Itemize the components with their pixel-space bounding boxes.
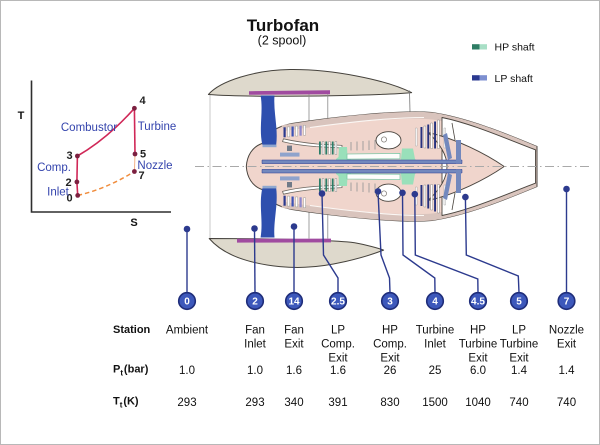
svg-text:Exit: Exit <box>468 353 488 365</box>
svg-text:Turbine: Turbine <box>416 325 455 337</box>
svg-text:740: 740 <box>509 397 528 409</box>
svg-text:LP: LP <box>512 325 526 337</box>
svg-text:4: 4 <box>140 95 147 107</box>
svg-text:740: 740 <box>557 397 576 409</box>
svg-text:0: 0 <box>67 193 73 205</box>
svg-text:Fan: Fan <box>284 325 304 337</box>
svg-text:4: 4 <box>432 297 438 308</box>
svg-text:1.6: 1.6 <box>330 365 346 377</box>
svg-text:5: 5 <box>140 149 146 161</box>
svg-text:1.4: 1.4 <box>559 365 576 377</box>
svg-text:5: 5 <box>516 297 522 308</box>
svg-text:1040: 1040 <box>465 397 491 409</box>
svg-text:Nozzle: Nozzle <box>549 325 584 337</box>
svg-text:S: S <box>130 217 137 229</box>
svg-text:Exit: Exit <box>328 353 348 365</box>
svg-text:0: 0 <box>184 297 190 308</box>
svg-text:Turbine: Turbine <box>138 121 177 133</box>
svg-text:830: 830 <box>380 397 399 409</box>
svg-text:1.0: 1.0 <box>247 365 263 377</box>
svg-text:Nozzle: Nozzle <box>137 160 172 172</box>
svg-text:LP: LP <box>331 325 345 337</box>
svg-text:Tt (K): Tt (K) <box>113 396 139 410</box>
svg-text:Inlet: Inlet <box>244 339 267 351</box>
svg-text:3: 3 <box>67 150 73 162</box>
svg-text:HP: HP <box>382 325 398 337</box>
svg-text:HP: HP <box>470 325 486 337</box>
svg-text:1.6: 1.6 <box>286 365 302 377</box>
svg-text:1.4: 1.4 <box>511 365 528 377</box>
svg-text:26: 26 <box>384 365 397 377</box>
svg-text:Turbine: Turbine <box>459 339 498 351</box>
svg-text:Comp.: Comp. <box>37 162 71 174</box>
svg-text:1500: 1500 <box>422 397 448 409</box>
svg-text:LP shaft: LP shaft <box>495 73 533 85</box>
svg-text:14: 14 <box>288 297 300 308</box>
svg-text:Turbine: Turbine <box>500 339 539 351</box>
svg-text:1.0: 1.0 <box>179 365 195 377</box>
svg-text:391: 391 <box>328 397 347 409</box>
svg-text:Comp.: Comp. <box>321 339 355 351</box>
svg-text:Exit: Exit <box>380 353 400 365</box>
svg-text:Inlet: Inlet <box>424 339 447 351</box>
svg-text:Exit: Exit <box>284 339 304 351</box>
svg-text:Ambient: Ambient <box>166 325 209 337</box>
svg-text:Combustor: Combustor <box>61 122 117 134</box>
svg-text:7: 7 <box>139 170 145 182</box>
svg-text:2: 2 <box>66 177 72 189</box>
svg-text:Fan: Fan <box>245 325 265 337</box>
svg-text:Inlet: Inlet <box>47 187 70 199</box>
svg-text:293: 293 <box>177 397 196 409</box>
svg-text:3: 3 <box>387 297 393 308</box>
svg-text:T: T <box>18 110 25 122</box>
svg-text:25: 25 <box>429 365 442 377</box>
svg-text:6.0: 6.0 <box>470 365 486 377</box>
svg-text:Pt (bar): Pt (bar) <box>113 364 149 378</box>
svg-text:2: 2 <box>252 297 258 308</box>
svg-text:Exit: Exit <box>557 339 577 351</box>
svg-text:Station: Station <box>113 324 151 336</box>
svg-text:340: 340 <box>284 397 303 409</box>
svg-text:7: 7 <box>564 297 570 308</box>
svg-text:293: 293 <box>245 397 264 409</box>
svg-text:Turbofan: Turbofan <box>247 16 319 35</box>
svg-text:(2 spool): (2 spool) <box>258 34 307 48</box>
svg-text:4.5: 4.5 <box>471 297 485 308</box>
svg-text:Exit: Exit <box>509 353 529 365</box>
svg-text:Comp.: Comp. <box>373 339 407 351</box>
svg-text:HP shaft: HP shaft <box>495 42 535 54</box>
svg-text:2.5: 2.5 <box>331 297 345 308</box>
